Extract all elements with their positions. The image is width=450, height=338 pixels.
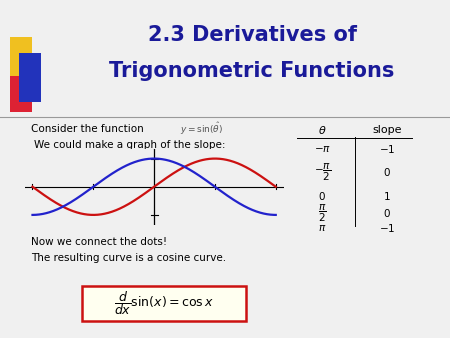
Bar [10, 76, 32, 112]
Text: slope: slope [372, 125, 402, 136]
Text: We could make a graph of the slope:: We could make a graph of the slope: [34, 140, 225, 150]
Text: 2.3 Derivatives of: 2.3 Derivatives of [148, 25, 356, 46]
Text: $-\pi$: $-\pi$ [314, 144, 331, 154]
Text: $y = \sin(\hat{\theta})$: $y = \sin(\hat{\theta})$ [180, 120, 223, 137]
Text: Consider the function: Consider the function [31, 124, 144, 135]
Text: $\dfrac{\pi}{2}$: $\dfrac{\pi}{2}$ [318, 202, 327, 223]
Bar [10, 37, 32, 76]
Text: $\pi$: $\pi$ [318, 223, 326, 233]
Text: $-\dfrac{\pi}{2}$: $-\dfrac{\pi}{2}$ [314, 162, 331, 183]
Text: $0$: $0$ [318, 190, 326, 202]
Text: The resulting curve is a cosine curve.: The resulting curve is a cosine curve. [31, 253, 226, 263]
Bar [19, 53, 40, 102]
Text: $\theta$: $\theta$ [318, 124, 327, 137]
Text: $-1$: $-1$ [379, 222, 395, 234]
Text: $1$: $1$ [383, 190, 391, 202]
Text: Trigonometric Functions: Trigonometric Functions [109, 61, 395, 81]
Text: $-1$: $-1$ [379, 143, 395, 155]
Text: $0$: $0$ [383, 166, 391, 178]
FancyBboxPatch shape [82, 286, 246, 321]
Text: Now we connect the dots!: Now we connect the dots! [31, 237, 166, 247]
Text: $\dfrac{d}{dx}\sin(x) = \cos x$: $\dfrac{d}{dx}\sin(x) = \cos x$ [114, 289, 214, 316]
Text: $0$: $0$ [383, 207, 391, 219]
